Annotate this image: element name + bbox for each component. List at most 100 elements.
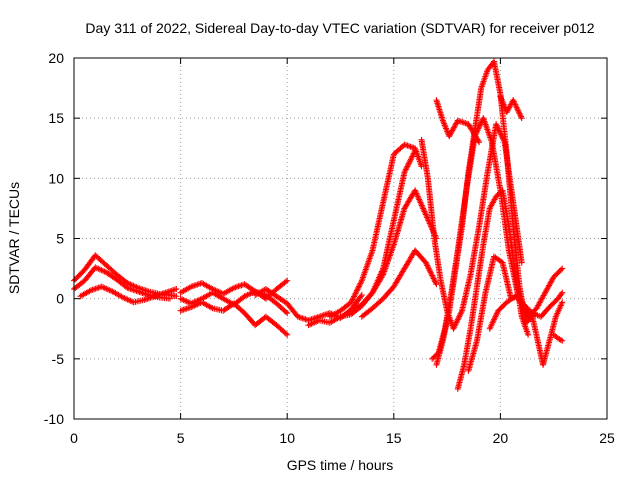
- data-point: [518, 115, 525, 122]
- data-point: [284, 310, 291, 317]
- interpolated-point: [282, 330, 289, 337]
- x-tick-label: 15: [386, 430, 402, 446]
- interpolated-point: [429, 274, 436, 281]
- interpolated-point: [379, 272, 386, 279]
- series-arc-5: [177, 288, 291, 317]
- interpolated-point: [406, 159, 413, 166]
- interpolated-point: [353, 287, 360, 294]
- chart-title: Day 311 of 2022, Sidereal Day-to-day VTE…: [85, 20, 594, 36]
- interpolated-point: [424, 262, 431, 269]
- interpolated-point: [356, 281, 363, 288]
- data-point: [173, 293, 180, 300]
- series-arc-20: [497, 93, 525, 122]
- series-arc-17: [486, 289, 566, 332]
- interpolated-point: [475, 137, 482, 144]
- data-point: [559, 265, 566, 272]
- data-point: [284, 331, 291, 338]
- y-tick-label: 15: [48, 110, 64, 126]
- y-axis-label: SDTVAR / TECUs: [6, 182, 22, 294]
- interpolated-point: [402, 167, 409, 174]
- interpolated-point: [351, 292, 358, 299]
- interpolated-point: [402, 166, 409, 173]
- interpolated-point: [426, 266, 433, 273]
- interpolated-point: [357, 280, 364, 287]
- series-arc-4: [177, 277, 291, 302]
- interpolated-point: [282, 278, 289, 285]
- interpolated-point: [353, 289, 360, 296]
- interpolated-point: [355, 283, 362, 290]
- interpolated-point: [424, 263, 431, 270]
- y-tick-label: 20: [48, 50, 64, 66]
- series-arc-19: [433, 97, 483, 146]
- interpolated-point: [558, 266, 565, 273]
- interpolated-point: [404, 163, 411, 170]
- x-tick-label: 20: [493, 430, 509, 446]
- interpolated-point: [405, 160, 412, 167]
- interpolated-point: [432, 278, 439, 285]
- x-tick-label: 0: [70, 430, 78, 446]
- series-arc-9: [326, 141, 425, 320]
- interpolated-point: [355, 284, 362, 291]
- x-tick-label: 25: [599, 430, 615, 446]
- interpolated-point: [408, 154, 415, 161]
- axis-ticks: 0 5 10 15 20 25 -10 -5 0 5 10 15 20: [44, 50, 615, 446]
- data-point: [358, 292, 365, 299]
- interpolated-point: [429, 272, 436, 279]
- interpolated-point: [351, 293, 358, 300]
- data-point: [418, 163, 425, 170]
- data-point: [348, 299, 355, 306]
- interpolated-point: [350, 294, 357, 301]
- data-point: [476, 139, 483, 146]
- interpolated-point: [432, 279, 439, 286]
- interpolated-point: [349, 296, 356, 303]
- data-point: [559, 337, 566, 344]
- interpolated-point: [358, 279, 365, 286]
- series-arc-8: [305, 147, 419, 329]
- y-tick-label: -10: [44, 411, 64, 427]
- interpolated-point: [282, 308, 289, 315]
- x-tick-label: 5: [177, 430, 185, 446]
- y-tick-label: 10: [48, 170, 64, 186]
- interpolated-point: [425, 265, 432, 272]
- grid: [74, 58, 607, 419]
- x-axis-label: GPS time / hours: [287, 457, 394, 473]
- interpolated-point: [405, 162, 412, 169]
- series-arc-18: [518, 299, 566, 368]
- interpolated-point: [423, 261, 430, 268]
- interpolated-point: [427, 269, 434, 276]
- data-point: [525, 331, 532, 338]
- y-tick-label: 0: [56, 291, 64, 307]
- data-point: [166, 295, 173, 302]
- y-tick-label: 5: [56, 231, 64, 247]
- interpolated-point: [407, 157, 414, 164]
- data-point: [422, 259, 429, 266]
- data-point: [401, 169, 408, 176]
- interpolated-point: [403, 164, 410, 171]
- y-tick-label: -5: [52, 351, 65, 367]
- interpolated-point: [348, 297, 355, 304]
- interpolated-point: [428, 271, 435, 278]
- interpolated-point: [557, 336, 564, 343]
- data-point: [559, 299, 566, 306]
- series-arc-6: [177, 299, 291, 338]
- interpolated-point: [352, 290, 359, 297]
- plot-marks: [71, 58, 566, 392]
- interpolated-point: [427, 268, 434, 275]
- data-point: [284, 277, 291, 284]
- series-arc-14: [433, 58, 536, 368]
- series-arc-21: [550, 331, 566, 344]
- plot-frame: [73, 57, 608, 420]
- data-point: [559, 289, 566, 296]
- interpolated-point: [407, 156, 414, 163]
- x-tick-label: 10: [279, 430, 295, 446]
- series-arc-3: [77, 283, 180, 306]
- interpolated-point: [357, 293, 364, 300]
- data-point: [173, 286, 180, 293]
- series-arc-10: [348, 187, 440, 314]
- interpolated-point: [354, 286, 361, 293]
- interpolated-point: [430, 275, 437, 282]
- interpolated-point: [431, 276, 438, 283]
- interpolated-point: [409, 153, 416, 160]
- series-arc-11: [358, 247, 440, 320]
